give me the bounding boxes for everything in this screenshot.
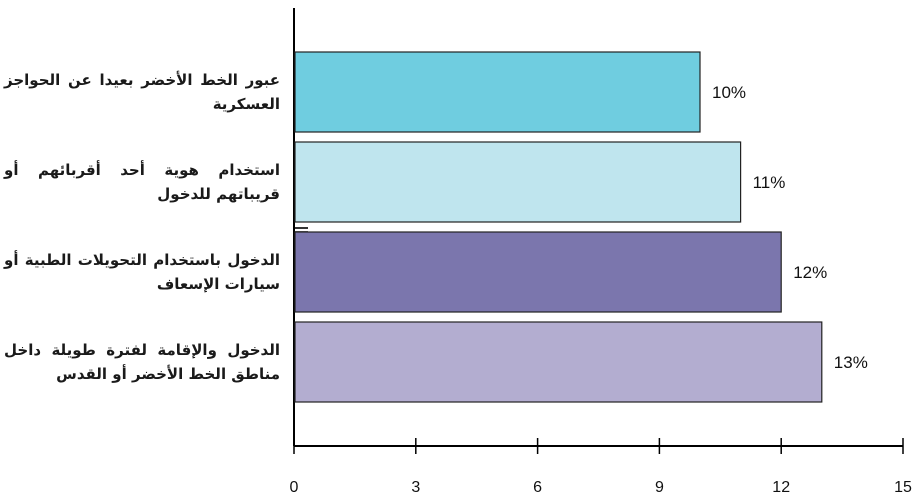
bar — [294, 51, 701, 133]
x-tick-label: 12 — [772, 479, 790, 496]
data-label: 13% — [834, 353, 868, 372]
data-label: 12% — [793, 263, 827, 282]
category-label: عبور الخط الأخضر بعيدا عن الحواجز العسكر… — [4, 71, 280, 113]
data-label: 11% — [753, 173, 786, 192]
x-tick-label: 3 — [411, 479, 420, 496]
x-tick-label: 9 — [655, 479, 664, 496]
x-axis-ticks: 0 3 6 9 12 15 — [290, 438, 912, 496]
x-tick-label: 6 — [533, 479, 542, 496]
x-tick-label: 15 — [894, 479, 912, 496]
bar — [294, 231, 782, 313]
category-label: الدخول باستخدام التحويلات الطبية أو سيار… — [4, 251, 280, 293]
category-label: استخدام هوية أحد أقربائهم أو قريباتهم لل… — [4, 161, 280, 203]
chart-data-labels: 10% 11% 12% 13% — [712, 83, 868, 372]
bar — [294, 321, 823, 403]
category-label: الدخول والإقامة لفترة طويلة داخل مناطق ا… — [4, 341, 280, 383]
chart-bars — [294, 51, 823, 403]
x-tick-label: 0 — [290, 479, 299, 496]
data-label: 10% — [712, 83, 746, 102]
bar — [294, 141, 742, 223]
